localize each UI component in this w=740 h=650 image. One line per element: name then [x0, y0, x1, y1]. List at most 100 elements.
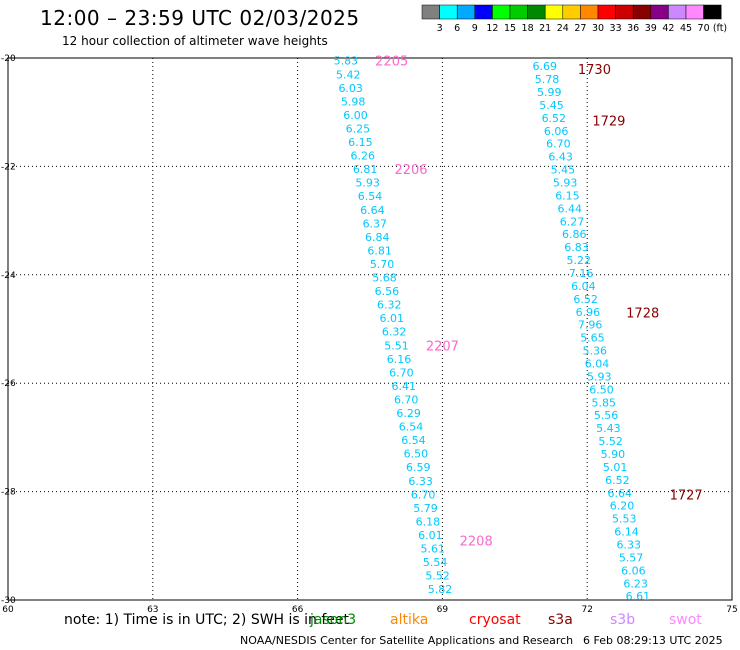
- wave-height-value: 6.50: [589, 383, 614, 396]
- wave-height-value: 6.81: [367, 244, 392, 257]
- wave-height-value: 6.41: [392, 380, 417, 393]
- wave-height-value: 6.04: [585, 357, 610, 370]
- wave-height-value: 6.03: [338, 82, 363, 95]
- wave-height-value: 5.61: [420, 543, 445, 556]
- pass-time-label: 1728: [626, 307, 659, 322]
- wave-height-value: 6.50: [404, 448, 429, 461]
- pass-time-label: 1730: [578, 63, 611, 78]
- wave-height-value: 6.01: [379, 312, 404, 325]
- wave-height-value: 5.93: [587, 370, 612, 383]
- wave-height-value: 6.43: [548, 151, 573, 164]
- wave-height-value: 5.82: [428, 583, 453, 596]
- wave-height-value: 5.93: [553, 176, 578, 189]
- wave-height-value: 5.42: [336, 68, 361, 81]
- wave-height-value: 6.64: [607, 487, 632, 500]
- wave-height-value: 7.16: [569, 267, 594, 280]
- pass-time-label: 1727: [670, 488, 703, 503]
- wave-height-value: 5.85: [592, 396, 617, 409]
- wave-height-value: 6.54: [401, 434, 426, 447]
- wave-height-value: 6.83: [564, 241, 589, 254]
- colorbar-swatch: [703, 4, 722, 20]
- wave-height-value: 6.54: [399, 421, 424, 434]
- wave-height-value: 5.36: [582, 345, 607, 358]
- wave-height-value: 5.45: [539, 99, 564, 112]
- colorbar-tick-label: 33: [610, 23, 622, 34]
- pass-time-label: 2205: [375, 55, 408, 70]
- wave-height-value: 6.14: [614, 526, 639, 539]
- wave-height-value: 6.59: [406, 461, 431, 474]
- legend-item-altika: altika: [390, 612, 429, 628]
- wave-height-value: 6.06: [621, 564, 646, 577]
- colorbar-tick-label: 30: [592, 23, 604, 34]
- wave-height-value: 6.64: [360, 204, 385, 217]
- wave-height-value: 6.32: [382, 326, 407, 339]
- wave-height-value: 5.01: [603, 461, 628, 474]
- wave-height-value: 6.70: [411, 488, 436, 501]
- wave-height-value: 6.25: [346, 122, 371, 135]
- x-tick-label: 72: [581, 605, 592, 615]
- wave-height-value: 5.52: [598, 435, 623, 448]
- generation-timestamp: 6 Feb 08:29:13 UTC 2025: [583, 634, 723, 647]
- wave-height-value: 5.98: [341, 95, 366, 108]
- wave-height-value: 5.57: [619, 551, 644, 564]
- colorbar-tick-label: 27: [574, 23, 586, 34]
- wave-height-value: 6.33: [617, 538, 642, 551]
- wave-height-value: 5.56: [594, 409, 619, 422]
- wave-height-value: 6.33: [408, 475, 433, 488]
- legend-item-s3b: s3b: [610, 612, 636, 628]
- x-tick-label: 75: [726, 605, 737, 615]
- wave-height-value: 5.70: [370, 258, 395, 271]
- y-tick-label: -28: [1, 488, 16, 498]
- x-tick-label: 60: [2, 605, 14, 615]
- wave-height-value: 5.54: [423, 556, 448, 569]
- wave-height-value: 6.00: [343, 109, 368, 122]
- wave-height-value: 6.18: [416, 515, 441, 528]
- wave-height-value: 7.96: [578, 319, 603, 332]
- colorbar-tick-label: 6: [454, 23, 460, 34]
- wave-height-value: 5.45: [551, 164, 576, 177]
- wave-height-value: 5.68: [372, 272, 397, 285]
- colorbar-tick-label: 42: [662, 23, 674, 34]
- wave-height-value: 6.52: [605, 474, 630, 487]
- wave-height-value: 6.15: [555, 189, 580, 202]
- wave-height-value: 5.79: [413, 502, 438, 515]
- colorbar-tick-label: 3: [437, 23, 443, 34]
- wave-height-value: 5.90: [601, 448, 626, 461]
- pass-time-label: 2207: [426, 339, 459, 354]
- legend-item-cryosat: cryosat: [469, 612, 521, 628]
- colorbar-tick-label: 24: [557, 23, 569, 34]
- wave-height-value: 6.52: [542, 112, 567, 125]
- wave-height-value: 6.15: [348, 136, 373, 149]
- x-tick-label: 63: [147, 605, 158, 615]
- colorbar-tick-label: 70: [698, 23, 710, 34]
- colorbar-tick-label: 18: [522, 23, 534, 34]
- wave-height-value: 6.06: [544, 125, 569, 138]
- y-tick-label: -30: [1, 596, 16, 606]
- colorbar-tick-label: 9: [472, 23, 478, 34]
- credit-text: NOAA/NESDIS Center for Satellite Applica…: [240, 634, 574, 647]
- wave-height-value: 6.32: [377, 299, 402, 312]
- wave-height-value: 6.96: [576, 306, 601, 319]
- wave-height-value: 6.56: [375, 285, 400, 298]
- chart-title: 12:00 – 23:59 UTC 02/03/2025: [40, 6, 360, 30]
- wave-height-value: 6.52: [573, 293, 598, 306]
- x-tick-label: 66: [292, 605, 304, 615]
- wave-height-value: 6.84: [365, 231, 390, 244]
- x-tick-label: 69: [437, 605, 449, 615]
- wave-height-value: 6.37: [363, 217, 388, 230]
- wave-height-value: 6.61: [626, 590, 651, 603]
- wave-height-value: 6.86: [562, 228, 587, 241]
- wave-height-value: 6.54: [358, 190, 383, 203]
- wave-height-value: 5.83: [334, 55, 359, 68]
- legend-item-jason3: jason3: [310, 612, 357, 628]
- wave-height-value: 6.70: [394, 393, 419, 406]
- chart-subtitle: 12 hour collection of altimeter wave hei…: [62, 34, 328, 48]
- colorbar-tick-label: 39: [645, 23, 657, 34]
- wave-height-value: 6.04: [571, 280, 596, 293]
- wave-height-colorbar: 3 6 9 12 15 18 21 24 27 30 33 36 39 42 45 70 (ft): [421, 4, 727, 34]
- colorbar-tick-label: 21: [539, 23, 551, 34]
- wave-height-value: 6.44: [557, 202, 582, 215]
- wave-height-value: 6.01: [418, 529, 443, 542]
- plot-frame: [7, 57, 733, 601]
